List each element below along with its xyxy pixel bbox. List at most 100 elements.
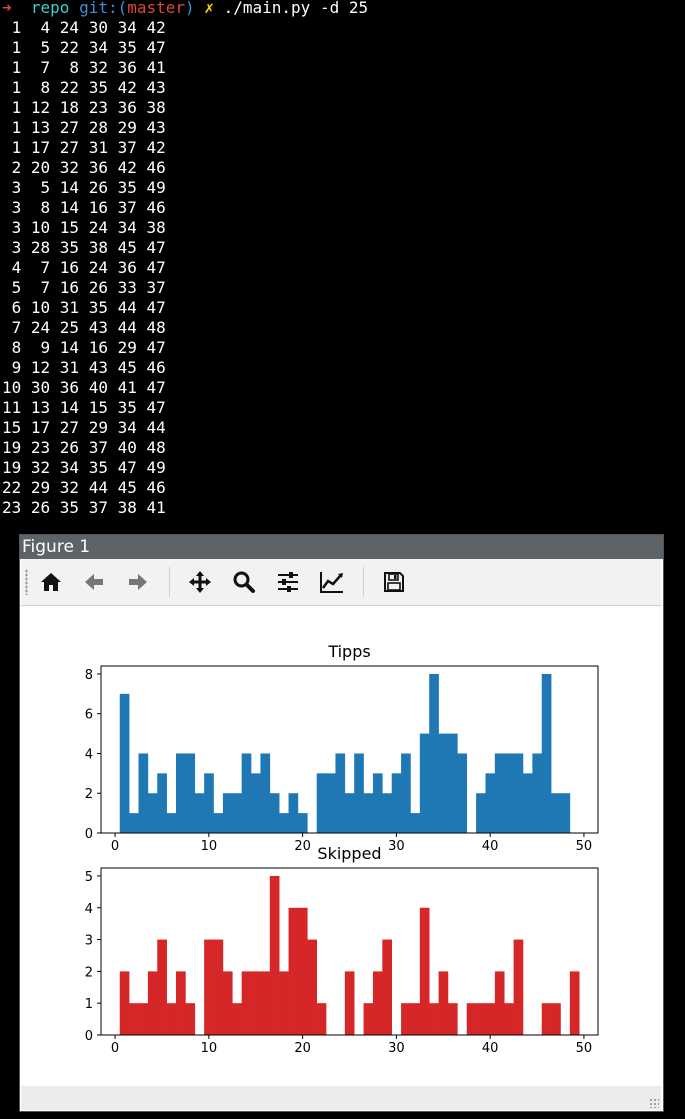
x-tick-label: 20 [294,1041,311,1056]
axes-frame [100,665,599,834]
bar [119,971,130,1035]
bar [251,971,261,1035]
bar [513,939,524,1035]
terminal-output-line: 6 10 31 35 44 47 [2,298,166,317]
y-tick-label: 8 [85,668,93,683]
bar [466,1003,477,1035]
bar [504,753,514,833]
forward-icon [129,574,147,590]
bar [419,733,430,833]
terminal-output-line: 3 10 15 24 34 38 [2,218,166,237]
bar [494,753,505,833]
bar [288,793,299,833]
configure-subplots-icon [278,572,298,592]
bar [147,793,158,833]
bar [176,753,186,833]
edit-axis-button[interactable] [318,568,346,596]
configure-subplots-button[interactable] [274,568,302,596]
bar [551,793,561,833]
prompt-branch: master [127,0,186,17]
bar [138,1003,149,1035]
terminal-output-line: 19 32 34 35 47 49 [2,458,166,477]
toolbar-separator [169,567,170,597]
terminal-output-line: 19 23 26 37 40 48 [2,438,166,457]
terminal-output-line: 4 7 16 24 36 47 [2,258,166,277]
bar [447,1003,458,1035]
bar [372,971,383,1035]
pan-icon [189,571,211,593]
prompt-command: ./main.py -d 25 [223,0,369,17]
bar [372,773,383,833]
terminal-output-line: 1 7 8 32 36 41 [2,58,166,77]
bar [185,1003,196,1035]
bar [532,753,543,833]
terminal-output-line: 10 30 36 40 41 47 [2,378,166,397]
zoom-button[interactable] [230,568,258,596]
bar [476,1003,486,1035]
chart-title: Skipped [317,844,381,863]
terminal-output-line: 11 13 14 15 35 47 [2,398,166,417]
pan-button[interactable] [186,568,214,596]
bar [410,1003,421,1035]
back-button[interactable] [80,568,108,596]
bar [157,773,167,833]
bar [213,813,224,833]
save-button[interactable] [380,568,408,596]
bar [269,793,280,833]
bar [288,907,299,1035]
forward-button[interactable] [124,568,152,596]
bar [213,939,224,1035]
terminal-output-line: 2 20 32 36 42 46 [2,158,166,177]
bar [344,793,355,833]
figure-canvas[interactable]: 0 10 20 30 40 50 0 2 4 6 8 Tipps 0 10 20 30 40 50 0 1 2 3 4 5 Sk… [21,606,661,1086]
x-tick-label: 10 [201,839,218,854]
bar [251,773,261,833]
bar [232,793,242,833]
chart-title: Tipps [327,642,370,661]
bar [204,939,214,1035]
bar [485,773,496,833]
terminal-output-line: 9 12 31 43 45 46 [2,358,166,377]
y-tick-label: 5 [85,870,93,885]
bar [279,971,289,1035]
terminal-output-line: 3 8 14 16 37 46 [2,198,166,217]
bar [326,773,336,833]
bar [194,793,205,833]
bar [185,753,196,833]
bar [129,813,139,833]
bar [560,793,571,833]
y-tick-label: 0 [85,827,93,842]
bar [391,773,402,833]
bar [232,1003,242,1035]
bar [429,1003,439,1035]
size-grip[interactable] [649,1098,659,1108]
zoom-icon [233,571,255,593]
bar [541,1003,552,1035]
y-tick-label: 2 [85,965,93,980]
bar [119,693,130,833]
bar [447,733,458,833]
toolbar-grip[interactable] [25,569,28,595]
bar [522,773,533,833]
bar [401,753,411,833]
prompt-dirty-marker: ✗ [204,0,214,17]
bar [344,971,355,1035]
bar [438,971,449,1035]
bar [429,673,439,833]
x-tick-label: 40 [482,839,499,854]
bar [438,733,449,833]
y-tick-label: 1 [85,997,93,1012]
bar [241,753,252,833]
bar [494,971,505,1035]
bar [457,753,468,833]
bar [129,1003,139,1035]
bar [269,875,280,1035]
home-button[interactable] [37,568,65,596]
chart-tipps: 0 10 20 30 40 50 0 2 4 6 8 Tipps [85,642,599,854]
bar [476,793,486,833]
prompt-line: ➜ repo git:(master) ✗ ./main.py -d 25 [2,0,368,18]
figure-window[interactable]: Figure 1 [19,534,664,1112]
bar [166,813,177,833]
window-titlebar[interactable]: Figure 1 [20,535,663,559]
bar [541,673,552,833]
